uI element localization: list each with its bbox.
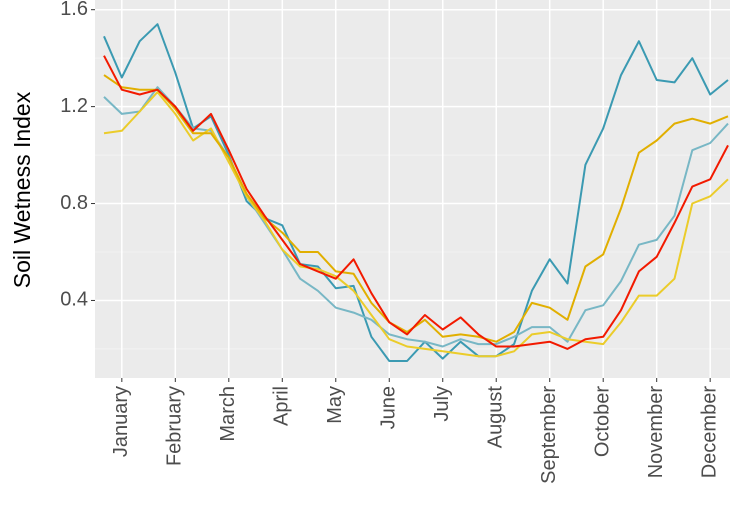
x-tick-label: January [110,386,132,457]
y-tick-label: 0.4 [60,289,88,311]
plot-panel [95,0,730,378]
x-tick-label: June [378,386,400,429]
y-tick-label: 1.6 [60,0,88,20]
x-tick-label: October [591,386,613,457]
y-tick-label: 1.2 [60,95,88,117]
x-tick-label: September [538,386,560,484]
series-line [103,91,729,358]
series-line [103,55,729,350]
x-tick-label: May [324,386,346,424]
x-tick-label: November [645,386,667,479]
x-tick-label: July [431,386,453,422]
series-line [103,23,729,362]
y-axis-title: Soil Wetness Index [9,91,35,288]
x-tick-label: February [164,386,186,466]
x-tick-label: August [485,386,507,449]
y-tick-label: 0.8 [60,192,88,214]
x-tick-label: April [271,386,293,426]
x-tick-label: March [217,386,239,442]
x-tick-label: December [698,386,720,479]
